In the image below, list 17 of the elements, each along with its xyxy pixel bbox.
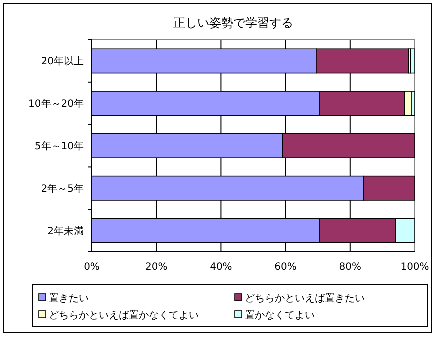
y-tick-label: 10年～20年 (28, 98, 84, 110)
x-tick-label: 0% (84, 262, 100, 273)
x-tick-label: 80% (339, 262, 362, 273)
y-tick-label: 2年未満 (48, 225, 84, 238)
chart-title: 正しい姿勢で学習する (174, 16, 294, 30)
legend-label: どちらかといえば置かなくてよい (49, 310, 199, 322)
y-tick-label: 20年以上 (41, 56, 84, 68)
legend-label: 置かなくてよい (245, 310, 315, 322)
bar (410, 48, 416, 74)
x-tick-label: 60% (274, 262, 297, 273)
legend-label: どちらかといえば置きたい (245, 292, 365, 304)
y-tick-label: 5年～10年 (34, 140, 84, 152)
x-tick-label: 100% (400, 262, 430, 273)
y-tick-label: 2年～5年 (41, 182, 84, 195)
x-tick-label: 20% (145, 262, 168, 273)
x-tick-label: 40% (210, 262, 232, 273)
legend-label: 置きたい (49, 292, 89, 304)
